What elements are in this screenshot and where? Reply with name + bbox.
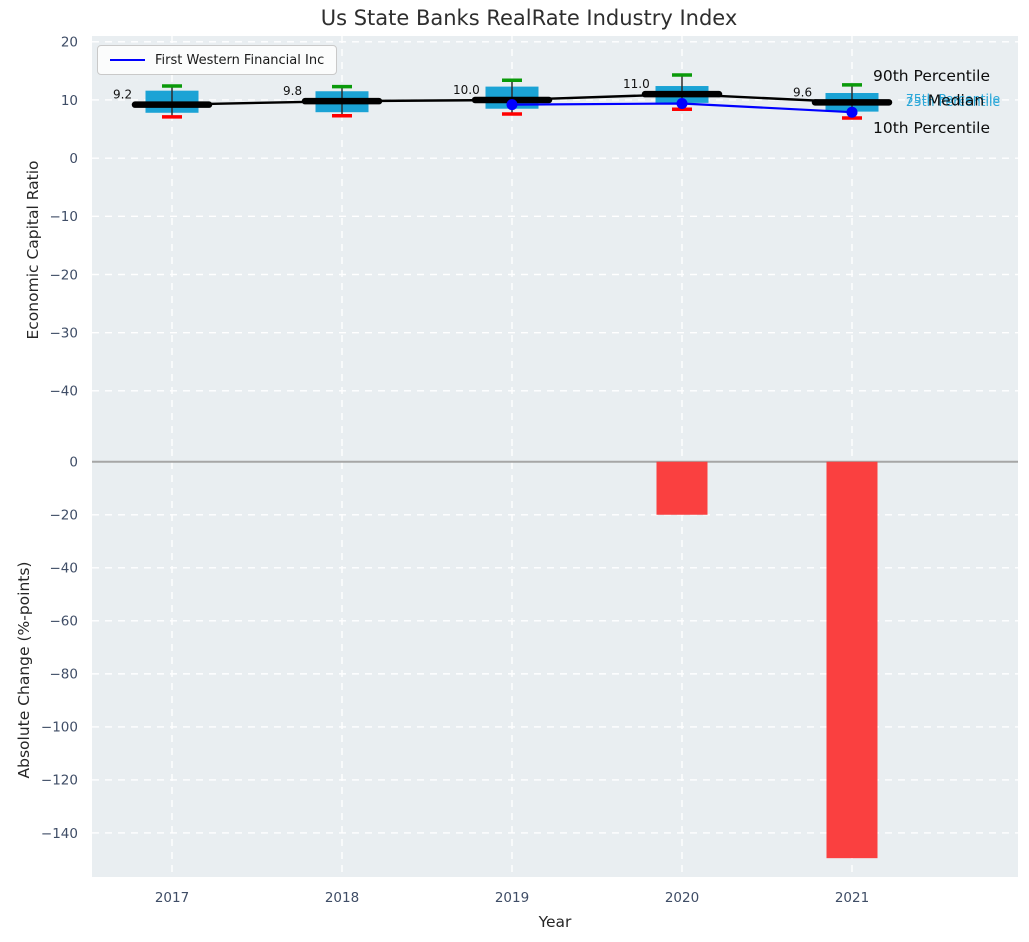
median-value-label-2021: 9.6 bbox=[793, 85, 812, 99]
p25-annotation: 25th Percentile bbox=[906, 94, 1001, 109]
change-bar-2020 bbox=[656, 461, 708, 515]
xtick-label: 2021 bbox=[835, 890, 869, 906]
p90-annotation: 90th Percentile bbox=[873, 67, 990, 85]
bottom-ytick-label: −140 bbox=[41, 826, 78, 842]
legend-label: First Western Financial Inc bbox=[155, 52, 325, 68]
bottom-ytick-label: −100 bbox=[41, 720, 78, 736]
top-ytick-label: 0 bbox=[69, 151, 78, 167]
bottom-ytick-label: 0 bbox=[69, 455, 78, 471]
top-ytick-label: 20 bbox=[61, 35, 78, 51]
top-ytick-label: −30 bbox=[50, 325, 79, 341]
p10-annotation: 10th Percentile bbox=[873, 119, 990, 137]
change-bar-2021 bbox=[826, 461, 878, 859]
top-ytick-label: −10 bbox=[50, 209, 79, 225]
legend-line-icon bbox=[110, 59, 145, 61]
top-ytick-label: 10 bbox=[61, 93, 78, 109]
top-y-axis-label: Economic Capital Ratio bbox=[24, 160, 42, 340]
xtick-label: 2019 bbox=[495, 890, 529, 906]
xtick-label: 2017 bbox=[155, 890, 189, 906]
company-point bbox=[506, 99, 518, 111]
median-value-label-2020: 11.0 bbox=[623, 77, 650, 91]
xtick-label: 2020 bbox=[665, 890, 699, 906]
top-ytick-label: −40 bbox=[50, 384, 79, 400]
xtick-label: 2018 bbox=[325, 890, 359, 906]
p75-annotation: 75th Percentile bbox=[906, 91, 1001, 106]
median-value-label-2019: 10.0 bbox=[453, 83, 480, 97]
chart-title: Us State Banks RealRate Industry Index bbox=[320, 6, 738, 30]
bottom-ytick-label: −40 bbox=[50, 561, 79, 577]
company-point bbox=[846, 106, 858, 118]
bottom-ytick-label: −20 bbox=[50, 508, 79, 524]
median-value-label-2018: 9.8 bbox=[283, 84, 302, 98]
company-point bbox=[676, 97, 688, 109]
x-axis-label: Year bbox=[538, 913, 572, 931]
top-ytick-label: −20 bbox=[50, 267, 79, 283]
bottom-ytick-label: −80 bbox=[50, 667, 79, 683]
bottom-ytick-label: −60 bbox=[50, 614, 79, 630]
median-value-label-2017: 9.2 bbox=[113, 88, 132, 102]
bottom-y-axis-label: Absolute Change (%-points) bbox=[15, 561, 33, 779]
legend: First Western Financial Inc bbox=[97, 45, 338, 75]
bottom-ytick-label: −120 bbox=[41, 773, 78, 789]
bottom-plot-background bbox=[92, 449, 1018, 877]
median-annotation: Median bbox=[928, 92, 984, 110]
